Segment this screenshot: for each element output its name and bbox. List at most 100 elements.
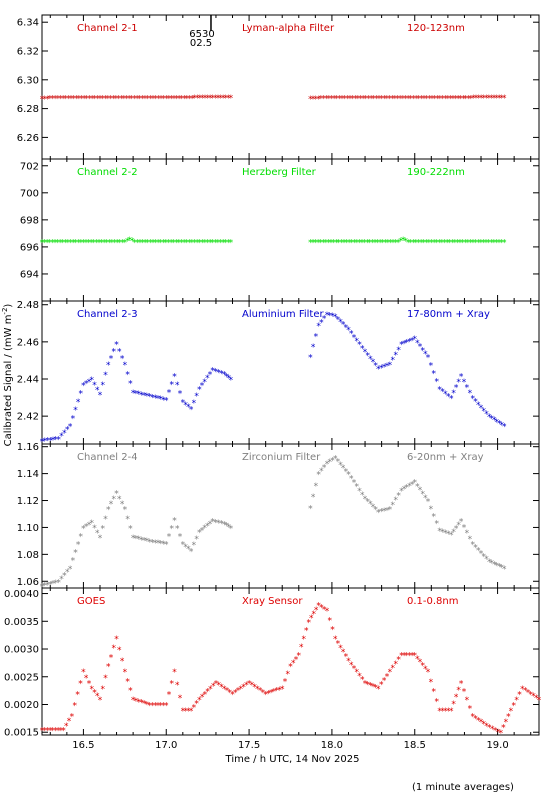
data-point: * bbox=[344, 323, 349, 333]
data-point: * bbox=[464, 94, 469, 104]
data-point: * bbox=[181, 541, 186, 551]
data-point: * bbox=[54, 436, 59, 446]
data-point: * bbox=[119, 94, 124, 104]
data-point: * bbox=[341, 464, 346, 474]
data-point: * bbox=[71, 414, 76, 424]
data-point: * bbox=[216, 681, 221, 691]
data-point: * bbox=[132, 94, 137, 104]
data-point: * bbox=[434, 697, 439, 707]
data-point: * bbox=[327, 458, 332, 468]
data-point: * bbox=[90, 94, 95, 104]
data-point: * bbox=[48, 436, 53, 446]
data-point: * bbox=[109, 354, 114, 364]
data-point: * bbox=[502, 422, 507, 432]
data-point: * bbox=[484, 555, 489, 565]
data-point: * bbox=[92, 94, 97, 104]
data-point: * bbox=[100, 381, 105, 391]
data-point: * bbox=[341, 321, 346, 331]
data-point: * bbox=[223, 94, 228, 104]
data-point: * bbox=[357, 341, 362, 351]
data-point: * bbox=[128, 236, 133, 246]
data-point: * bbox=[420, 662, 425, 672]
data-point: * bbox=[140, 238, 145, 248]
data-point: * bbox=[338, 644, 343, 654]
data-point: * bbox=[117, 495, 122, 505]
data-point: * bbox=[142, 537, 147, 547]
data-point: * bbox=[368, 682, 373, 692]
panel-goes: 0.0015 0.0020 0.0025 0.0030 0.0035 0.0040 GOES… bbox=[4, 587, 542, 739]
data-point: * bbox=[302, 635, 307, 645]
data-point: * bbox=[45, 726, 50, 736]
data-point: * bbox=[391, 664, 396, 674]
data-point: * bbox=[136, 535, 141, 545]
data-point: * bbox=[156, 539, 161, 549]
data-point: * bbox=[277, 686, 282, 696]
data-point: * bbox=[495, 561, 500, 571]
data-point: * bbox=[158, 238, 163, 248]
data-point: * bbox=[432, 370, 437, 380]
data-point: * bbox=[415, 655, 420, 665]
data-point: * bbox=[448, 94, 453, 104]
y-tick-label: 700 bbox=[20, 188, 39, 199]
data-point: * bbox=[222, 685, 227, 695]
data-point: * bbox=[109, 500, 114, 510]
data-point: * bbox=[106, 663, 111, 673]
data-point: * bbox=[355, 668, 360, 678]
y-tick-label: 1.10 bbox=[17, 523, 39, 534]
data-point: * bbox=[462, 523, 467, 533]
data-point: * bbox=[414, 238, 419, 248]
panel-channel-name: Channel 2-2 bbox=[77, 167, 138, 178]
data-point: * bbox=[219, 683, 224, 693]
data-point: * bbox=[311, 95, 316, 105]
data-point: * bbox=[40, 437, 45, 447]
data-point: * bbox=[229, 376, 234, 386]
data-point: * bbox=[363, 348, 368, 358]
data-point: * bbox=[151, 238, 156, 248]
y-tick-label: 2.44 bbox=[17, 375, 39, 386]
data-point: * bbox=[226, 94, 231, 104]
data-point: * bbox=[504, 718, 509, 728]
data-point: * bbox=[474, 94, 479, 104]
data-point: * bbox=[437, 385, 442, 395]
data-point: * bbox=[108, 94, 113, 104]
data-point: * bbox=[87, 378, 92, 388]
data-point: * bbox=[346, 326, 351, 336]
data-point: * bbox=[534, 694, 539, 704]
data-point: * bbox=[71, 238, 76, 248]
data-point: * bbox=[434, 377, 439, 387]
data-point: * bbox=[316, 95, 321, 105]
data-point: * bbox=[175, 381, 180, 391]
data-point: * bbox=[112, 348, 117, 358]
data-point: * bbox=[502, 565, 507, 575]
data-point: * bbox=[66, 95, 71, 105]
data-point: * bbox=[124, 94, 129, 104]
data-point: * bbox=[346, 657, 351, 667]
data-point: * bbox=[465, 696, 470, 706]
data-point: * bbox=[398, 237, 403, 247]
data-point: * bbox=[40, 95, 45, 105]
data-point: * bbox=[294, 655, 299, 665]
data-point: * bbox=[423, 665, 428, 675]
data-point: * bbox=[224, 522, 229, 532]
data-point: * bbox=[200, 693, 205, 703]
data-point: * bbox=[402, 652, 407, 662]
data-point: * bbox=[70, 713, 75, 723]
data-point: * bbox=[438, 94, 443, 104]
data-point: * bbox=[429, 678, 434, 688]
data-point: * bbox=[440, 528, 445, 538]
data-point: * bbox=[316, 471, 321, 481]
data-point: * bbox=[164, 701, 169, 711]
data-point: * bbox=[490, 559, 495, 569]
data-point: * bbox=[443, 707, 448, 717]
data-point: * bbox=[183, 543, 188, 553]
data-point: * bbox=[499, 238, 504, 248]
data-point: * bbox=[371, 94, 376, 104]
data-point: * bbox=[373, 238, 378, 248]
data-point: * bbox=[48, 726, 53, 736]
data-point: * bbox=[370, 238, 375, 248]
data-point: * bbox=[45, 238, 50, 248]
data-point: * bbox=[222, 520, 227, 530]
data-point: * bbox=[443, 529, 448, 539]
panel-band: 0.1-0.8nm bbox=[407, 596, 459, 607]
data-point: * bbox=[170, 380, 175, 390]
